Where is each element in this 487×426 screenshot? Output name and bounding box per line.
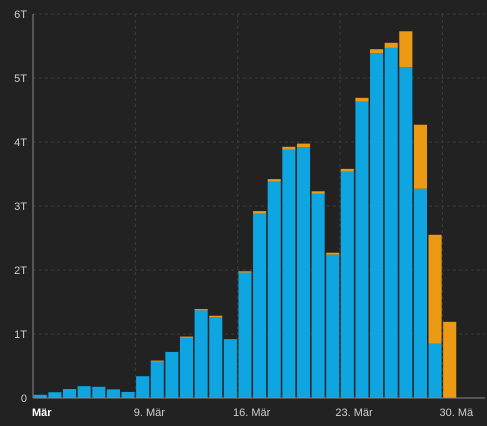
bar-series-1 xyxy=(282,146,296,150)
bar-series-0 xyxy=(326,254,340,398)
bar-series-0 xyxy=(106,389,120,398)
bar-series-0 xyxy=(413,188,428,398)
axes: 0 1T 2T 3T 4T 5T 6T Mär 9. Mär 16. Mär 23. Mär 30. … xyxy=(14,9,485,419)
bar-series-1 xyxy=(384,42,398,48)
bar-series-0 xyxy=(267,181,281,398)
bar-series-1 xyxy=(370,49,384,54)
bar-series-0 xyxy=(136,376,150,398)
bar-series-1 xyxy=(179,336,194,338)
bar-series-1 xyxy=(428,234,442,344)
bar-series-1 xyxy=(340,168,354,172)
bar-series-0 xyxy=(282,149,296,398)
bar-series-1 xyxy=(355,97,369,102)
y-tick-label: 1T xyxy=(14,329,27,341)
x-tick-label: 30. Mä xyxy=(440,407,475,419)
bar-series-0 xyxy=(384,47,398,399)
bar-series-0 xyxy=(399,67,413,399)
bar-series-0 xyxy=(355,101,369,399)
bar-series-1 xyxy=(209,315,223,318)
x-tick-label: Mär xyxy=(32,407,52,419)
bar-series-1 xyxy=(443,321,457,398)
bar-series-1 xyxy=(238,271,252,273)
bar-series-0 xyxy=(62,389,77,398)
bar-series-0 xyxy=(179,337,194,398)
x-tick-label: 9. Mär xyxy=(134,407,166,419)
bars xyxy=(33,31,457,399)
bar-series-0 xyxy=(121,391,135,398)
bar-series-1 xyxy=(311,191,325,194)
bar-series-0 xyxy=(48,392,62,398)
y-tick-label: 5T xyxy=(14,73,27,85)
bar-series-0 xyxy=(194,310,208,398)
bar-series-1 xyxy=(253,211,267,214)
bar-series-1 xyxy=(413,124,428,189)
bar-series-0 xyxy=(92,386,106,398)
y-tick-label: 3T xyxy=(14,201,27,213)
bar-series-1 xyxy=(194,309,208,311)
bar-series-0 xyxy=(311,193,325,398)
y-tick-label: 6T xyxy=(14,9,27,21)
bar-series-0 xyxy=(253,213,267,398)
bar-series-0 xyxy=(428,343,442,398)
bar-series-1 xyxy=(267,179,281,182)
bar-series-1 xyxy=(150,360,164,362)
x-tick-label: 23. Mär xyxy=(335,407,373,419)
bar-series-0 xyxy=(296,147,311,398)
bar-series-0 xyxy=(238,272,252,398)
grid xyxy=(33,13,485,398)
bar-series-1 xyxy=(296,143,311,148)
bar-series-0 xyxy=(33,394,47,398)
x-tick-label: 16. Mär xyxy=(233,407,271,419)
bar-series-1 xyxy=(399,31,413,68)
bar-series-0 xyxy=(165,351,179,398)
bar-series-0 xyxy=(370,53,384,398)
y-tick-label: 2T xyxy=(14,265,27,277)
bar-series-0 xyxy=(209,317,223,398)
bar-series-1 xyxy=(326,252,340,255)
bar-series-0 xyxy=(223,339,237,398)
bar-series-0 xyxy=(340,171,354,398)
y-tick-label: 4T xyxy=(14,137,27,149)
bar-series-0 xyxy=(150,361,164,398)
y-tick-label: 0 xyxy=(21,393,27,405)
bar-series-0 xyxy=(77,386,91,398)
